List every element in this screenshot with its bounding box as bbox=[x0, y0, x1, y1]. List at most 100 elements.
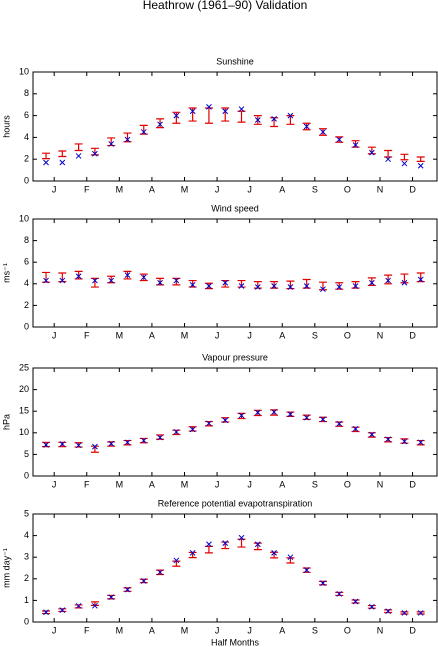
x-marker bbox=[320, 129, 326, 135]
x-tick-label: A bbox=[279, 625, 285, 635]
x-marker bbox=[254, 117, 261, 123]
error-bar bbox=[42, 152, 51, 160]
error-bar bbox=[237, 538, 246, 548]
y-tick-label: 3 bbox=[24, 552, 29, 562]
x-tick-label: J bbox=[215, 479, 220, 489]
x-marker bbox=[271, 283, 277, 289]
error-bar bbox=[204, 107, 213, 124]
x-tick-label: M bbox=[116, 330, 124, 340]
y-tick-label: 0 bbox=[24, 470, 29, 480]
y-tick-label: 5 bbox=[24, 508, 29, 518]
x-marker bbox=[320, 580, 326, 586]
x-axis-label: Half Months bbox=[211, 637, 260, 647]
x-tick-label: F bbox=[84, 625, 90, 635]
x-tick-label: A bbox=[279, 330, 285, 340]
x-marker bbox=[140, 274, 147, 281]
x-marker bbox=[108, 141, 115, 147]
x-marker bbox=[417, 276, 424, 283]
x-tick-label: N bbox=[377, 479, 384, 489]
x-tick-label: J bbox=[215, 184, 220, 194]
x-tick-label: M bbox=[181, 330, 189, 340]
x-marker bbox=[271, 116, 277, 122]
y-tick-label: 0 bbox=[24, 175, 29, 185]
y-tick-label: 0 bbox=[24, 616, 29, 626]
x-tick-label: N bbox=[377, 625, 384, 635]
x-tick-label: J bbox=[247, 625, 252, 635]
error-bar bbox=[416, 156, 425, 162]
x-marker bbox=[124, 439, 131, 446]
y-tick-label: 10 bbox=[19, 427, 29, 437]
x-marker bbox=[271, 550, 277, 556]
x-marker bbox=[124, 586, 131, 593]
x-tick-label: A bbox=[279, 479, 285, 489]
error-bar bbox=[172, 111, 181, 124]
y-tick-label: 0 bbox=[24, 321, 29, 331]
panel-title: Vapour pressure bbox=[202, 352, 268, 362]
x-marker bbox=[303, 123, 310, 130]
plot-area bbox=[32, 71, 438, 182]
x-marker bbox=[75, 273, 82, 280]
x-marker bbox=[368, 279, 375, 286]
x-marker bbox=[238, 283, 245, 289]
y-tick-label: 2 bbox=[24, 573, 29, 583]
x-tick-label: S bbox=[312, 625, 318, 635]
y-tick-label: 25 bbox=[19, 362, 29, 372]
plot-area bbox=[32, 367, 438, 477]
x-marker bbox=[157, 121, 163, 128]
x-tick-label: S bbox=[312, 479, 318, 489]
x-tick-label: J bbox=[52, 330, 57, 340]
x-marker bbox=[401, 610, 408, 616]
y-tick-label: 10 bbox=[19, 213, 29, 223]
x-marker bbox=[157, 434, 163, 441]
x-tick-label: O bbox=[344, 184, 351, 194]
x-marker bbox=[75, 153, 82, 159]
x-marker bbox=[336, 284, 343, 290]
y-tick-label: 10 bbox=[19, 66, 29, 76]
x-marker bbox=[287, 112, 294, 119]
error-bar bbox=[188, 107, 197, 122]
x-tick-label: J bbox=[247, 479, 252, 489]
x-marker bbox=[417, 162, 424, 169]
x-tick-label: A bbox=[149, 625, 155, 635]
error-bar bbox=[58, 150, 67, 158]
x-marker bbox=[271, 409, 277, 415]
x-marker bbox=[124, 136, 131, 143]
x-tick-label: O bbox=[344, 330, 351, 340]
x-marker bbox=[92, 277, 98, 284]
x-marker bbox=[189, 282, 196, 288]
x-tick-label: D bbox=[409, 330, 416, 340]
error-bar bbox=[400, 153, 409, 161]
x-marker bbox=[59, 441, 66, 447]
x-marker bbox=[206, 541, 212, 548]
x-marker bbox=[92, 602, 98, 609]
x-marker bbox=[254, 409, 261, 416]
x-tick-label: S bbox=[312, 184, 318, 194]
x-tick-label: J bbox=[247, 184, 252, 194]
x-marker bbox=[222, 417, 229, 424]
x-marker bbox=[75, 602, 82, 609]
x-marker bbox=[189, 108, 196, 115]
y-tick-label: 8 bbox=[24, 88, 29, 98]
x-marker bbox=[75, 442, 82, 449]
x-marker bbox=[385, 608, 391, 615]
x-marker bbox=[320, 416, 326, 423]
x-marker bbox=[417, 439, 424, 446]
plot-area bbox=[32, 218, 438, 328]
error-bar bbox=[156, 118, 165, 129]
x-marker bbox=[173, 557, 180, 564]
y-axis-label: mm day⁻¹ bbox=[1, 548, 11, 588]
y-tick-label: 6 bbox=[24, 110, 29, 120]
x-marker bbox=[206, 420, 212, 427]
y-tick-label: 15 bbox=[19, 406, 29, 416]
x-marker bbox=[43, 277, 49, 284]
x-marker bbox=[92, 443, 98, 450]
x-tick-label: A bbox=[149, 330, 155, 340]
figure-title: Heathrow (1961–90) Validation bbox=[143, 0, 308, 12]
x-marker bbox=[385, 277, 391, 284]
panel-title: Sunshine bbox=[216, 56, 254, 66]
x-tick-label: D bbox=[409, 479, 416, 489]
y-tick-label: 8 bbox=[24, 235, 29, 245]
x-marker bbox=[59, 277, 66, 284]
